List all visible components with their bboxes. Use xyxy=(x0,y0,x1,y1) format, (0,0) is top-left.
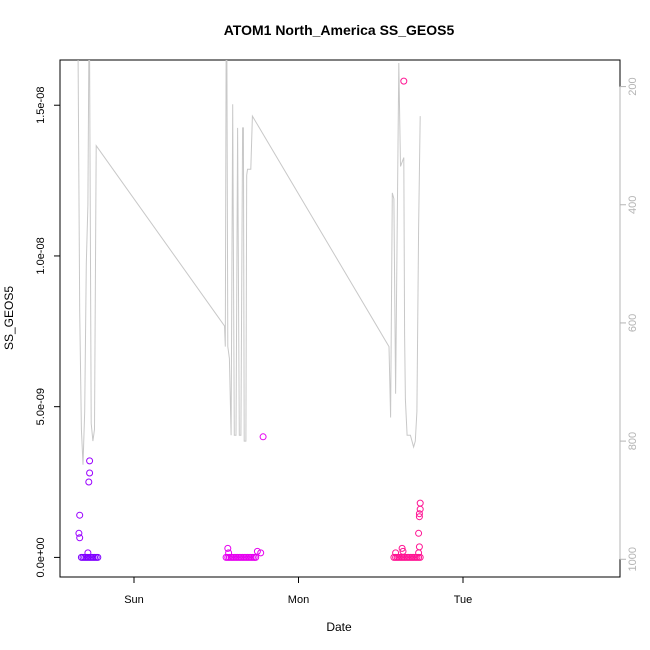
x-tick-label: Sun xyxy=(124,594,144,606)
y2-tick-label: 800 xyxy=(627,432,639,450)
data-point xyxy=(392,549,400,557)
data-point xyxy=(76,534,84,542)
y-tick-label: 0.0e+00 xyxy=(35,537,47,577)
data-point xyxy=(85,478,93,486)
data-point xyxy=(75,529,83,537)
data-point xyxy=(415,549,423,557)
x-tick-label: Tue xyxy=(454,594,473,606)
y2-tick-label: 400 xyxy=(627,196,639,214)
data-point xyxy=(76,511,84,519)
pressure-line-layer xyxy=(77,60,421,465)
data-point xyxy=(84,549,92,557)
y-tick-label: 5.0e-09 xyxy=(35,388,47,425)
data-point xyxy=(400,77,408,85)
data-point xyxy=(257,549,265,557)
data-point xyxy=(259,433,267,441)
x-axis-label: Date xyxy=(326,620,352,634)
data-point xyxy=(415,510,423,518)
data-point xyxy=(86,469,94,477)
pressure-line xyxy=(77,60,421,465)
data-point xyxy=(415,513,423,521)
data-point xyxy=(86,457,94,465)
data-point xyxy=(94,553,102,561)
data-point xyxy=(415,543,423,551)
data-point xyxy=(416,505,424,513)
data-point xyxy=(416,553,424,561)
points-layer xyxy=(75,77,424,561)
data-point xyxy=(398,544,406,552)
y2-tick-label: 1000 xyxy=(627,547,639,571)
chart-title: ATOM1 North_America SS_GEOS5 xyxy=(224,22,455,38)
y-axis-label: SS_GEOS5 xyxy=(2,286,16,350)
y2-axis: 200 400 600 800 1000 xyxy=(619,77,639,572)
data-point xyxy=(224,544,232,552)
y-tick-label: 1.0e-08 xyxy=(35,237,47,274)
data-point xyxy=(416,499,424,507)
plot-area xyxy=(59,59,621,578)
data-point xyxy=(253,547,261,555)
y-tick-label: 1.5e-08 xyxy=(35,87,47,124)
y2-tick-label: 200 xyxy=(627,77,639,95)
x-axis: Sun Mon Tue xyxy=(124,576,473,606)
data-point xyxy=(415,529,423,537)
y2-tick-label: 600 xyxy=(627,314,639,332)
x-tick-label: Mon xyxy=(288,594,309,606)
y-axis: 0.0e+00 5.0e-09 1.0e-08 1.5e-08 xyxy=(35,87,61,577)
